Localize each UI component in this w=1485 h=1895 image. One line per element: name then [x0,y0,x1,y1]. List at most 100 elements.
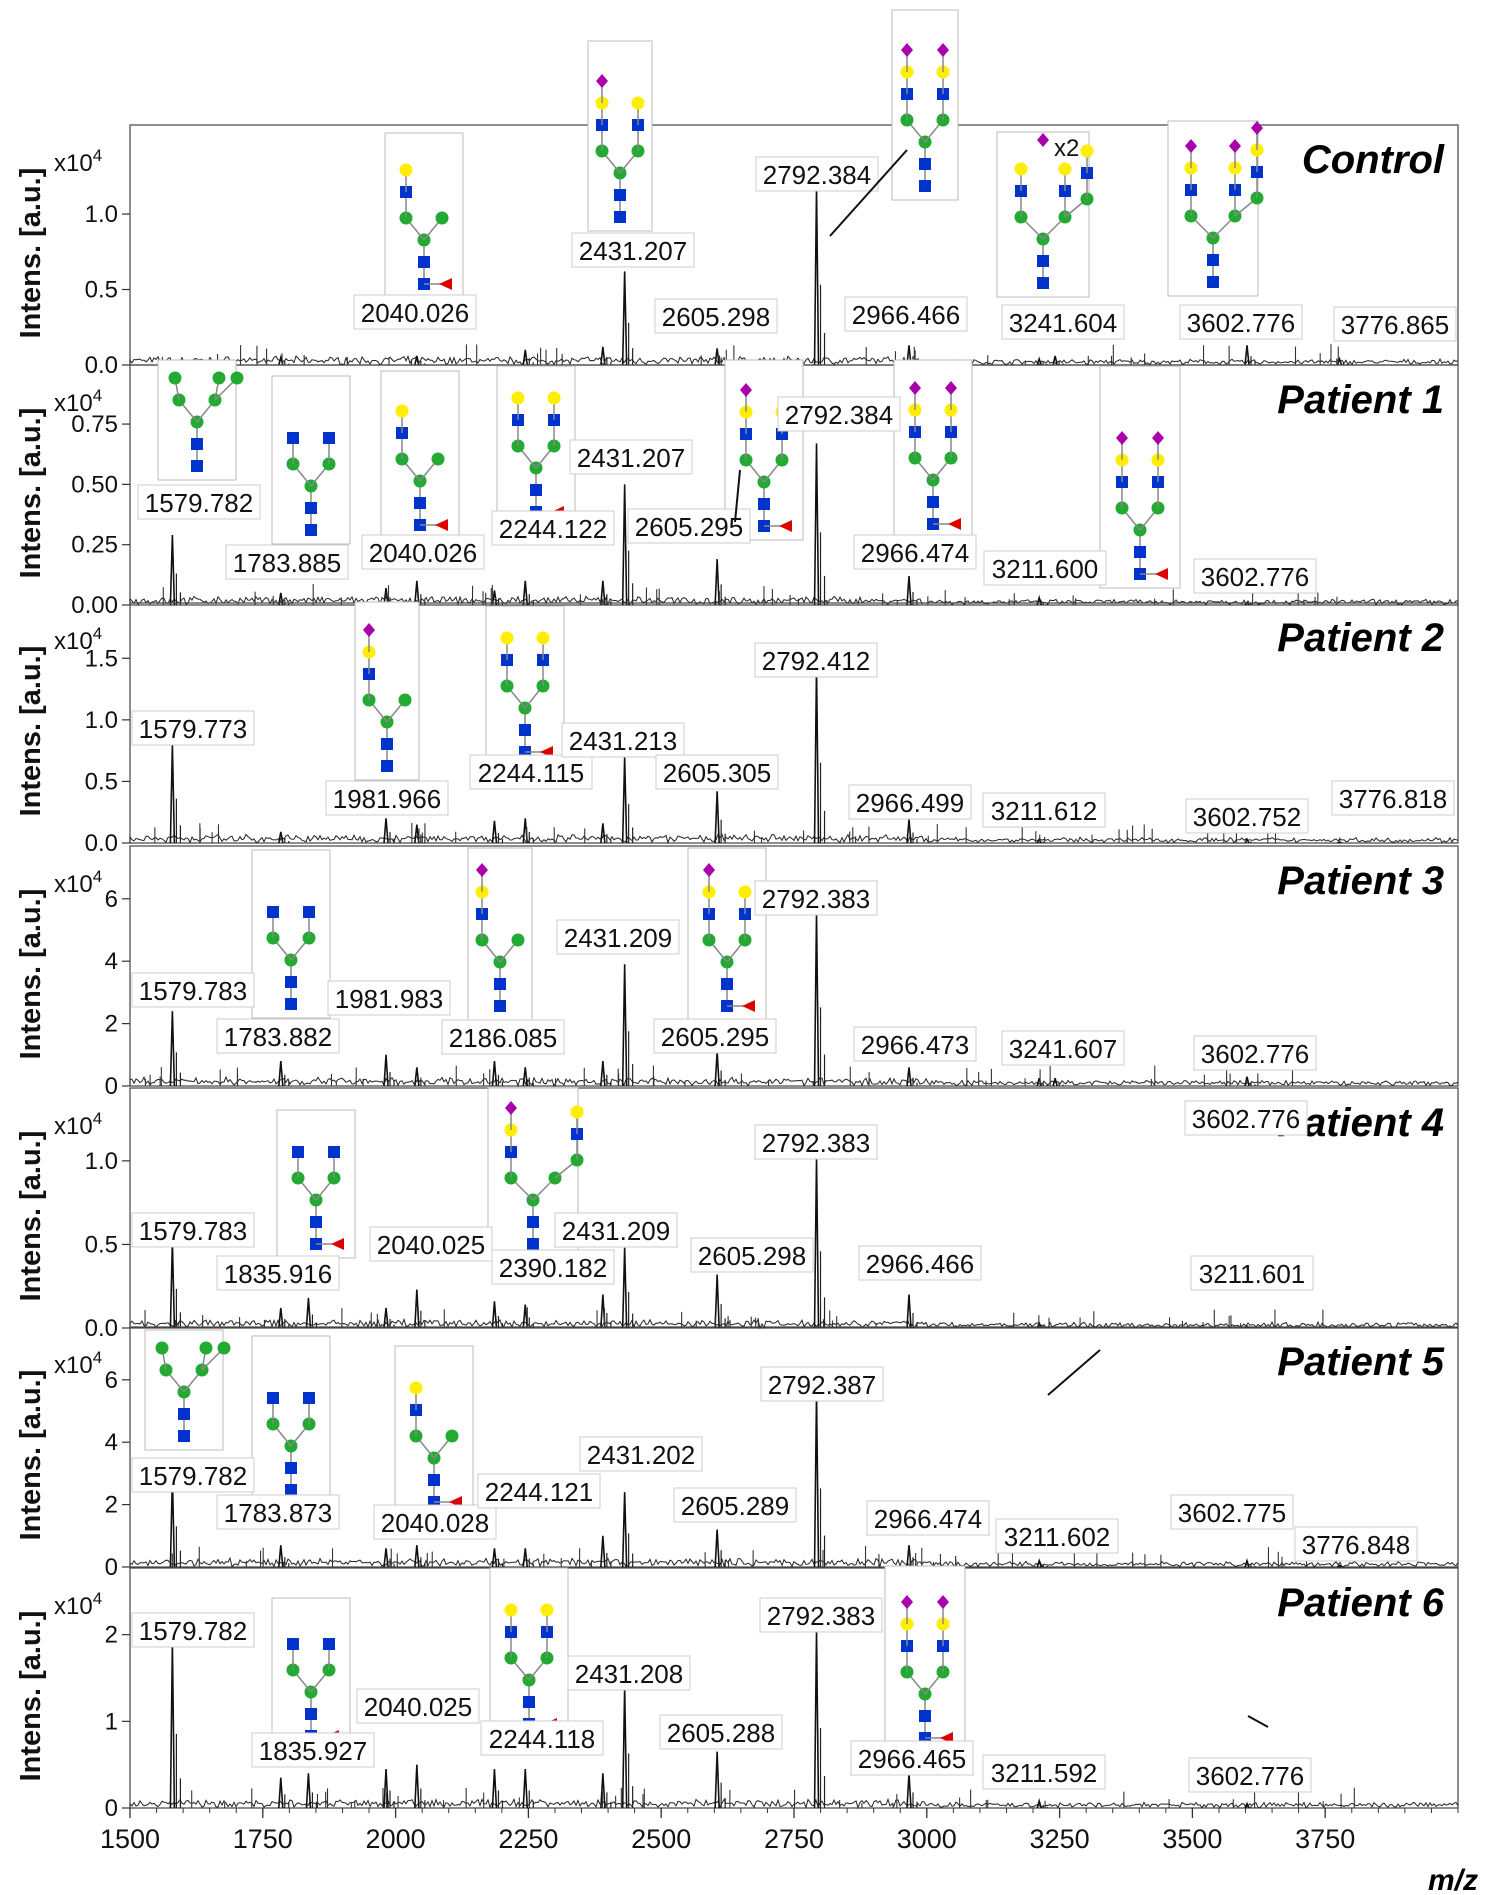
peak-label: 2244.122 [491,510,615,546]
spectrum-peak [714,1751,720,1809]
y-tick-label: 2 [105,1492,118,1519]
peak-label-text: 1835.927 [259,1736,367,1766]
peak-label-text: 2792.383 [762,884,870,914]
mannose-circle [212,371,226,385]
glcnac-square [191,460,203,472]
peak-label: 2040.025 [369,1226,493,1262]
peak-label-box [1333,306,1457,342]
spectrum-peak [1336,1564,1342,1568]
spectrum-peak [305,1297,312,1329]
neuac-diamond [1251,121,1263,135]
peak-label-text: 3602.776 [1192,1104,1300,1134]
peak-label-text: 3211.602 [1004,1522,1111,1552]
peak-label-box [579,1436,703,1472]
peak-label-text: 2244.122 [499,514,607,544]
peak-label-text: 3241.607 [1009,1034,1117,1064]
peak-label-text: 2431.209 [562,1216,670,1246]
spectrum-peak [1244,1076,1250,1087]
peak-label-text: 3602.776 [1201,562,1309,592]
x-tick-label: 2500 [631,1824,691,1854]
spectrum-peak [1036,837,1042,844]
glcnac-square [191,438,203,450]
y-axis-label: Intens. [a.u.] [15,1131,47,1302]
x-tick-label: 3000 [897,1824,957,1854]
x-tick-label: 3250 [1030,1824,1090,1854]
x-tick-label: 3500 [1162,1824,1222,1854]
fucose-triangle [742,1000,755,1012]
glcnac-square [1037,277,1049,289]
leader-line [1047,1349,1101,1396]
peak-label: 2966.474 [853,534,977,570]
peak-label-box [655,754,779,790]
glcnac-square [428,1474,440,1486]
fucose-triangle [948,518,961,530]
peak-label: 1783.885 [225,544,349,580]
glcnac-square [285,1462,297,1474]
peak-label-text: 1783.885 [233,548,341,578]
peak-label: 2605.305 [655,754,779,790]
glycan-structure-icon [496,365,576,527]
peak-label: 2040.028 [373,1504,497,1540]
spectrum-peak [169,535,176,606]
galactose-circle [504,1603,518,1617]
neuac-diamond [1229,139,1241,153]
spectrum-peak [906,819,912,844]
neuac-diamond [703,863,715,877]
galactose-circle [570,1105,584,1119]
peak-label: 1783.873 [216,1494,340,1530]
y-tick-label: 0.50 [71,471,118,498]
spectrum-peak [169,1241,176,1329]
spectrum-peak [621,756,628,844]
peak-label-box [866,1500,990,1536]
neuac-diamond [596,74,608,88]
peak-label: 1579.782 [137,484,261,520]
neuac-diamond [901,1595,913,1609]
leader-line [734,469,741,523]
peak-label-text: 1579.783 [139,1216,247,1246]
glcnac-square [178,1430,190,1442]
panel-title: Patient 1 [1277,378,1444,422]
peak-label-box [1184,1100,1308,1136]
spectrum-peak [621,1247,628,1329]
leader-line [1247,1715,1269,1728]
galactose-circle [631,96,645,110]
peak-label-box [356,1688,480,1724]
peak-label-text: 2244.118 [489,1724,596,1754]
peak-label: 3602.776 [1193,1035,1317,1071]
peak-label-box [759,1597,883,1633]
spectrum-baseline [129,1075,1459,1088]
spectrum-peak [621,1492,628,1568]
peak-label: 2186.085 [441,1019,565,1055]
peak-label: 3602.776 [1184,1100,1308,1136]
glycan-structure-icon [587,40,653,232]
scale-label: x104 [54,624,102,655]
spectrum-peak [491,820,498,844]
glycan-structure-icon [996,131,1094,298]
neuac-diamond [909,381,921,395]
glcnac-square [285,976,297,988]
glcnac-square [323,432,335,444]
spectrum-peak [1244,1558,1250,1568]
peak-label-text: 2966.466 [852,300,960,330]
spectrum-peak [522,1548,529,1568]
peak-label-text: 1981.966 [333,784,441,814]
spectrum-peak [169,744,176,844]
spectrum-peak [491,1548,498,1568]
glycan-structure-icon [380,370,460,540]
peak-label-box [754,880,878,916]
galactose-circle [399,163,413,177]
peak-label-text: 2605.298 [698,1241,806,1271]
glcnac-square [267,1392,279,1404]
panel-frame [129,1326,1459,1568]
peak-label-text: 3776.818 [1339,784,1447,814]
glycan-structure-icon [271,375,351,545]
spectrum-peak [600,1060,606,1087]
peak-label: 1783.882 [216,1018,340,1054]
glcnac-square [287,1638,299,1650]
panel-title: Control [1302,138,1445,182]
peak-label-text: 1579.773 [139,714,247,744]
peak-label-box [131,710,255,746]
peak-label-box [131,1212,255,1248]
spectrum-peak [1244,837,1250,844]
peak-label-text: 2792.384 [785,400,893,430]
